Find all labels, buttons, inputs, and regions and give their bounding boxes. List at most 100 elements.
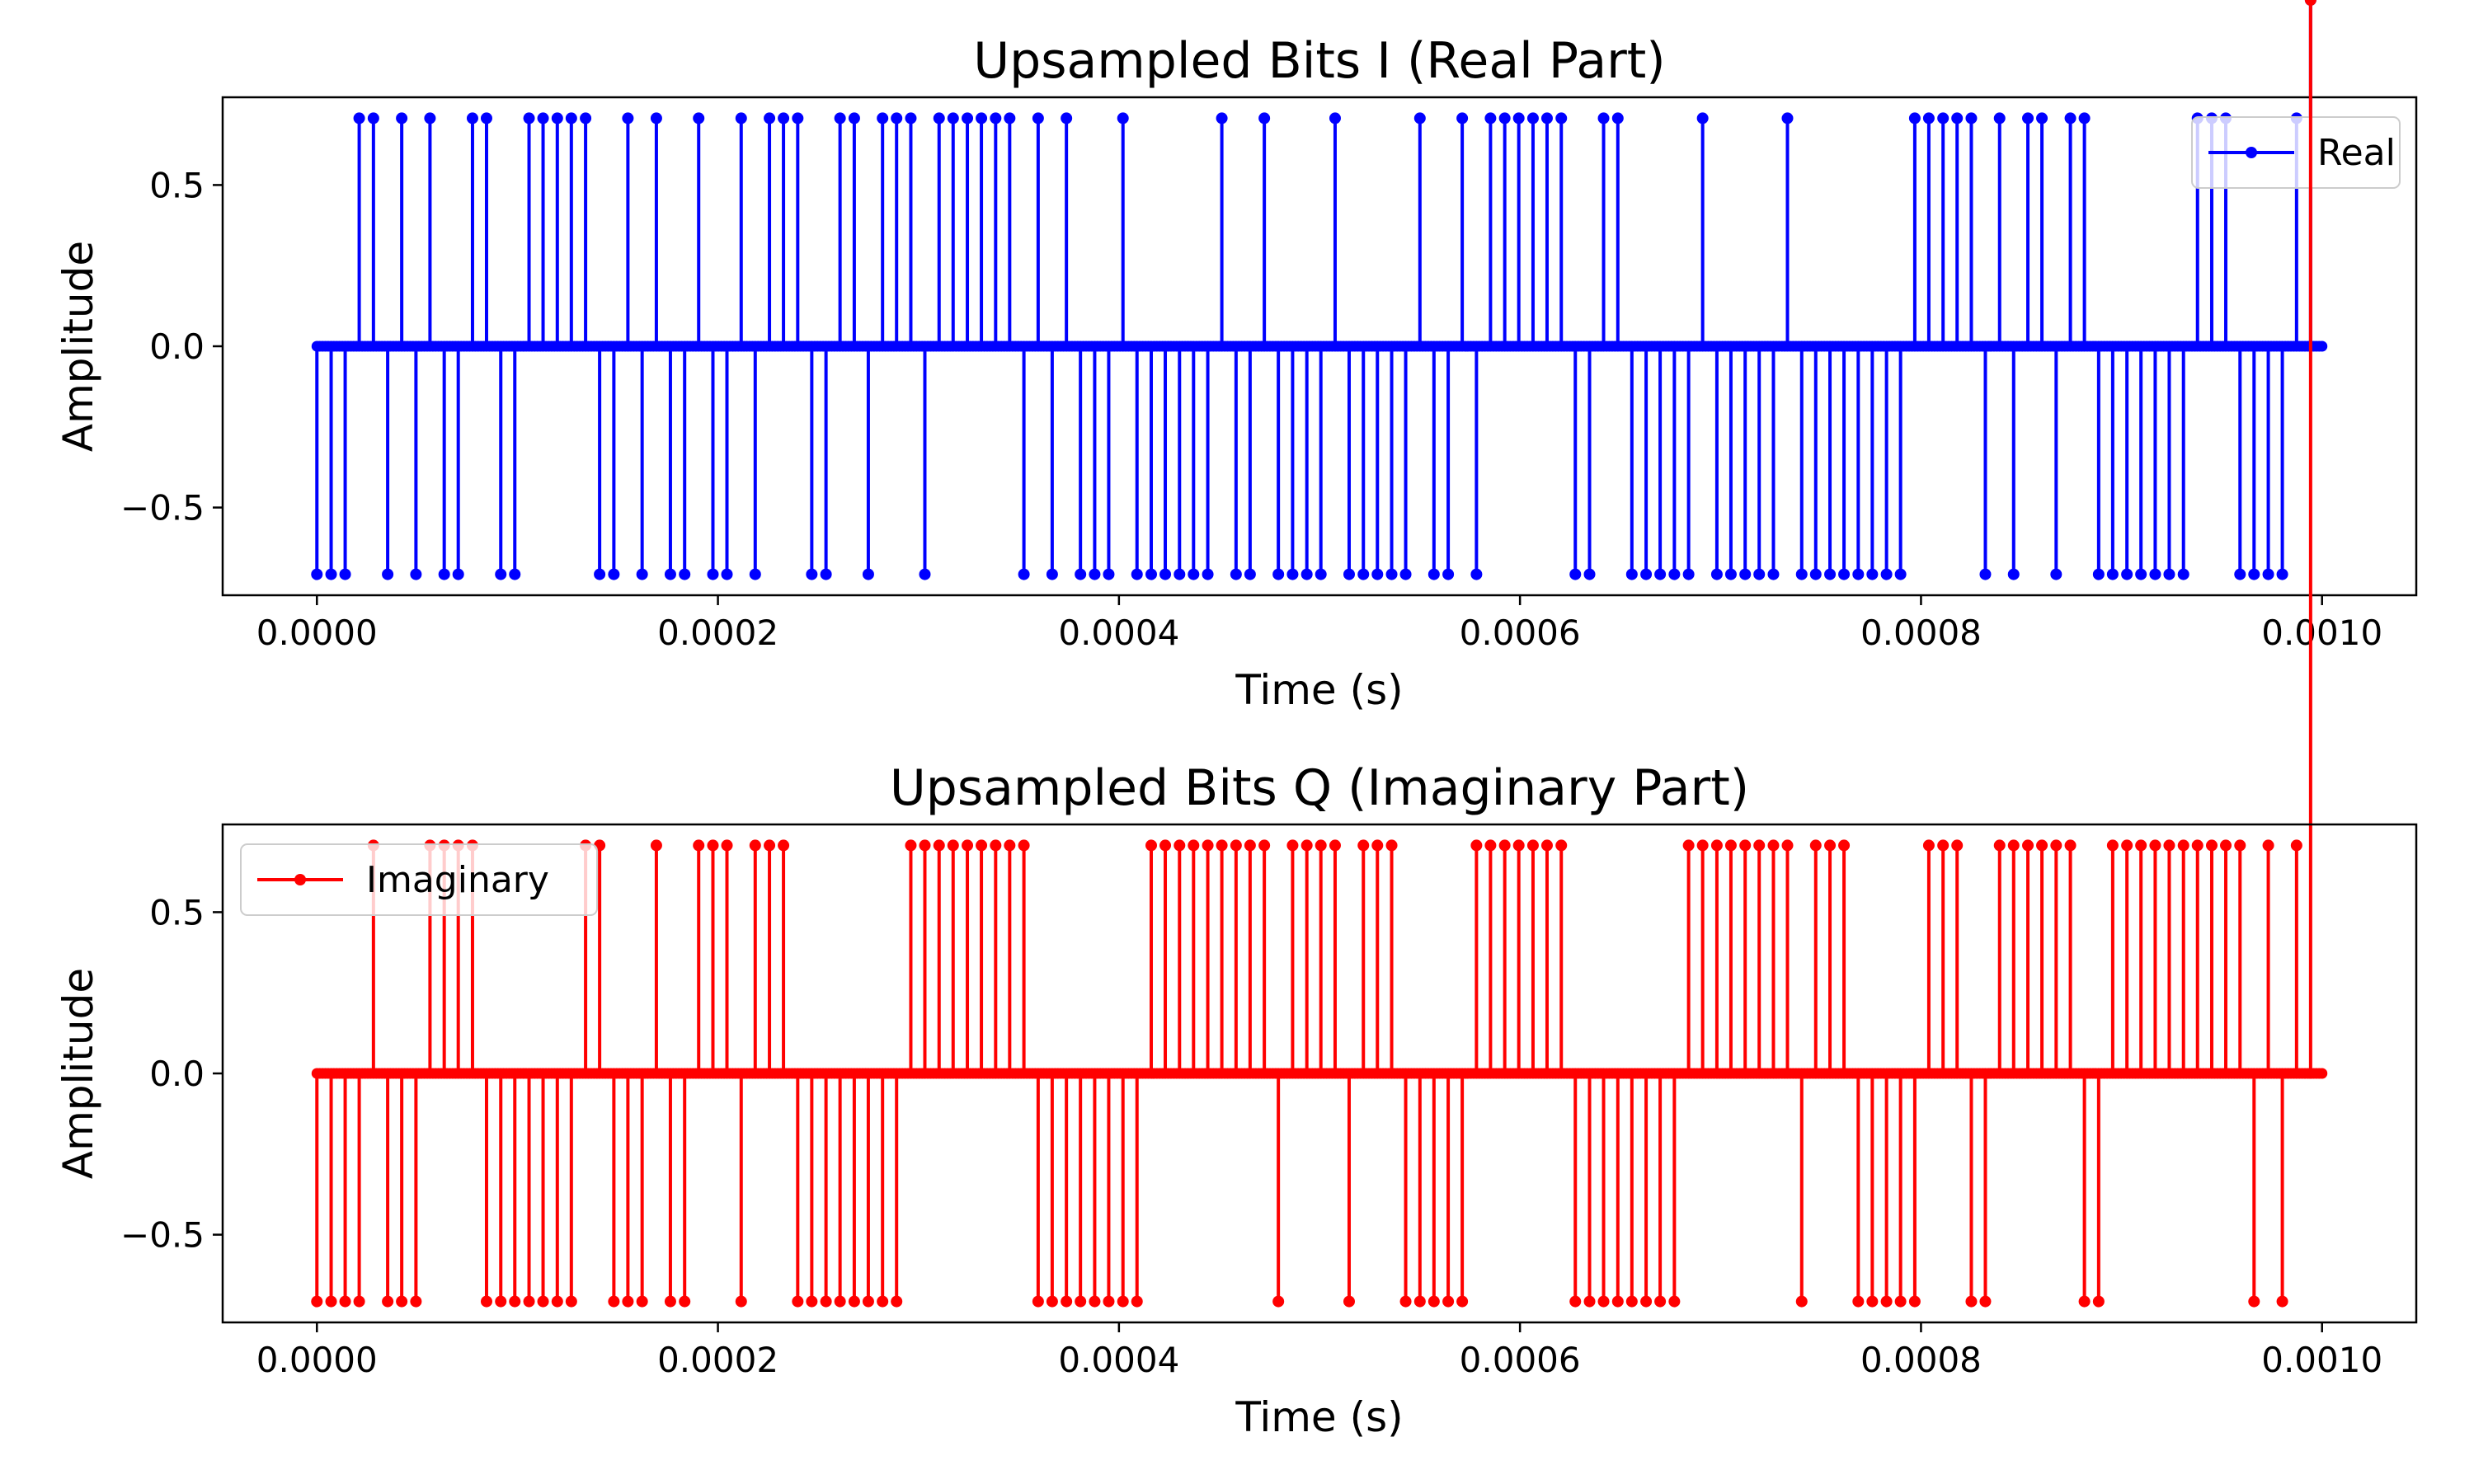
stem-point bbox=[2263, 340, 2274, 352]
stem-point bbox=[862, 1295, 874, 1308]
stem-point bbox=[2220, 340, 2232, 352]
stem-point bbox=[410, 1295, 422, 1308]
stem-point bbox=[1188, 1068, 1199, 1079]
stem-point bbox=[990, 1068, 1001, 1079]
y-tick-label: 0.5 bbox=[149, 165, 205, 205]
stem-point bbox=[792, 112, 804, 124]
stem-point bbox=[565, 112, 577, 124]
stem-point bbox=[1710, 568, 1723, 580]
stem-point bbox=[552, 340, 563, 352]
stem-point bbox=[962, 839, 974, 852]
stem-point bbox=[2007, 839, 2020, 852]
stem-point bbox=[1230, 568, 1242, 580]
stem-point bbox=[410, 1068, 421, 1079]
stem-point bbox=[1994, 340, 2006, 352]
stem-point bbox=[1626, 1068, 1638, 1079]
stem-point bbox=[2163, 340, 2175, 352]
stem-point bbox=[1527, 1068, 1539, 1079]
stem-point bbox=[1767, 1068, 1779, 1079]
x-tick-label: 0.0000 bbox=[256, 613, 378, 653]
stem-point bbox=[2277, 1068, 2288, 1079]
stem-point bbox=[933, 839, 945, 852]
stem-point bbox=[2178, 1068, 2189, 1079]
stem-point bbox=[1484, 340, 1496, 352]
stem-point bbox=[1569, 1068, 1581, 1079]
stem-point bbox=[721, 839, 733, 852]
stem-point bbox=[2050, 1068, 2062, 1079]
stem-point bbox=[1598, 1068, 1610, 1079]
stem-point bbox=[1979, 1068, 1991, 1079]
stem-point bbox=[665, 340, 676, 352]
stem-point bbox=[1343, 340, 1355, 352]
stem-point bbox=[1795, 568, 1808, 580]
stem-point bbox=[2163, 839, 2175, 852]
stem-point bbox=[1075, 340, 1086, 352]
stem-point bbox=[891, 340, 902, 352]
stem-point bbox=[1795, 1295, 1808, 1308]
stem-point bbox=[1724, 568, 1737, 580]
stem-point bbox=[1753, 1068, 1765, 1079]
real-stem-layer bbox=[311, 0, 2328, 580]
stem-point bbox=[1725, 1068, 1737, 1079]
stem-point bbox=[1004, 112, 1016, 124]
stem-point bbox=[1301, 1068, 1313, 1079]
stem-point bbox=[976, 340, 987, 352]
stem-point bbox=[2135, 1068, 2147, 1079]
stem-point bbox=[722, 1068, 733, 1079]
stem-point bbox=[990, 112, 1002, 124]
stem-point bbox=[707, 568, 719, 580]
stem-point bbox=[1909, 340, 1921, 352]
stem-point bbox=[1018, 340, 1030, 352]
stem-point bbox=[679, 1068, 690, 1079]
legend-marker-icon bbox=[294, 874, 306, 885]
stem-point bbox=[1103, 568, 1115, 580]
stem-point bbox=[1046, 1295, 1058, 1308]
stem-point bbox=[1993, 839, 2006, 852]
stem-point bbox=[2121, 340, 2133, 352]
stem-point bbox=[1513, 1068, 1525, 1079]
stem-point bbox=[848, 112, 860, 124]
stem-point bbox=[1555, 839, 1568, 852]
stem-point bbox=[2262, 839, 2274, 852]
stem-point bbox=[424, 340, 435, 352]
stem-point bbox=[1922, 839, 1935, 852]
stem-point bbox=[1470, 839, 1483, 852]
stem-point bbox=[1414, 340, 1426, 352]
stem-point bbox=[1075, 1068, 1086, 1079]
stem-point bbox=[636, 1295, 648, 1308]
stem-point bbox=[382, 568, 394, 580]
legend-marker-icon bbox=[2246, 147, 2257, 158]
x-tick-label: 0.0008 bbox=[1860, 613, 1982, 653]
stem-point bbox=[524, 1068, 535, 1079]
stem-point bbox=[2316, 340, 2328, 352]
x-tick-label: 0.0000 bbox=[256, 1340, 378, 1380]
stem-point bbox=[1796, 1068, 1808, 1079]
stem-point bbox=[326, 1068, 337, 1079]
stem-point bbox=[2290, 839, 2302, 852]
stem-point bbox=[1866, 568, 1879, 580]
stem-point bbox=[693, 1068, 704, 1079]
stem-point bbox=[1315, 1068, 1327, 1079]
stem-point bbox=[2093, 1068, 2105, 1079]
legend: Real bbox=[2191, 116, 2401, 189]
stem-point bbox=[1824, 568, 1837, 580]
stem-point bbox=[1951, 112, 1964, 124]
stem-point bbox=[1767, 839, 1780, 852]
stem-point bbox=[792, 1068, 803, 1079]
stem-point bbox=[1711, 1068, 1723, 1079]
stem-point bbox=[1061, 340, 1072, 352]
stem-point bbox=[2206, 340, 2218, 352]
stem-point bbox=[806, 1295, 818, 1308]
chart-title: Upsampled Bits Q (Imaginary Part) bbox=[890, 759, 1749, 817]
stem-point bbox=[509, 1295, 521, 1308]
stem-point bbox=[990, 839, 1002, 852]
stem-point bbox=[1881, 1068, 1893, 1079]
stem-point bbox=[1470, 568, 1483, 580]
stem-point bbox=[637, 1068, 648, 1079]
stem-point bbox=[1739, 340, 1751, 352]
stem-point bbox=[1697, 340, 1709, 352]
stem-point bbox=[2248, 568, 2260, 580]
x-axis-label: Time (s) bbox=[1235, 1393, 1403, 1441]
stem-point bbox=[1272, 1068, 1284, 1079]
stem-point bbox=[2121, 568, 2133, 580]
